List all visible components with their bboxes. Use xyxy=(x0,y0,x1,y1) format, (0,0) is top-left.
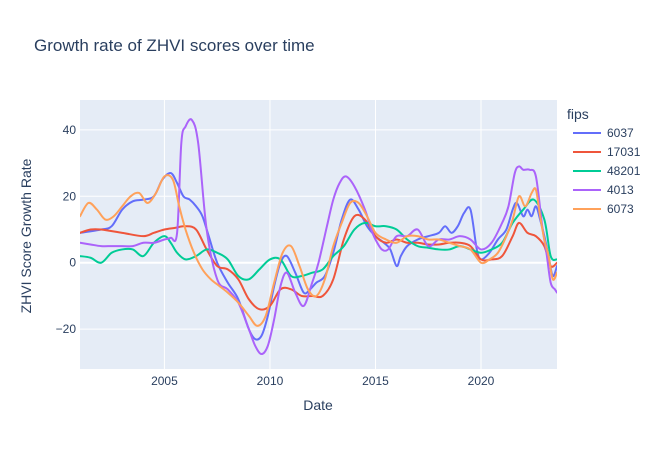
x-tick-label: 2015 xyxy=(362,374,389,388)
series-line-17031[interactable] xyxy=(80,213,557,311)
legend-item-48201[interactable]: 48201 xyxy=(573,164,641,178)
legend[interactable]: fips 6037 17031 48201 4013 6073 xyxy=(567,106,641,216)
legend-item-6037[interactable]: 6037 xyxy=(573,126,634,140)
chart-title: Growth rate of ZHVI scores over time xyxy=(34,36,315,55)
y-tick-label: 20 xyxy=(63,189,77,203)
legend-label: 17031 xyxy=(607,145,641,159)
series-line-6037[interactable] xyxy=(80,172,557,341)
legend-label: 48201 xyxy=(607,164,641,178)
series-line-6073[interactable] xyxy=(80,174,557,327)
legend-item-17031[interactable]: 17031 xyxy=(573,145,641,159)
series-line-4013[interactable] xyxy=(80,118,557,356)
x-tick-label: 2020 xyxy=(468,374,495,388)
y-tick-label: −20 xyxy=(56,322,77,336)
legend-label: 6037 xyxy=(607,126,634,140)
y-tick-label: 40 xyxy=(63,123,77,137)
legend-label: 4013 xyxy=(607,183,634,197)
axis-ticks: 2005 2010 2015 2020 −20 0 20 40 xyxy=(56,123,495,388)
legend-label: 6073 xyxy=(607,202,634,216)
legend-item-4013[interactable]: 4013 xyxy=(573,183,634,197)
x-axis-title: Date xyxy=(303,397,333,413)
x-tick-label: 2010 xyxy=(257,374,284,388)
plot-area[interactable] xyxy=(80,100,557,369)
series-lines xyxy=(80,118,557,356)
y-axis-title: ZHVI Score Growth Rate xyxy=(18,158,34,313)
x-tick-label: 2005 xyxy=(151,374,178,388)
legend-item-6073[interactable]: 6073 xyxy=(573,202,634,216)
legend-title: fips xyxy=(567,106,589,122)
y-tick-label: 0 xyxy=(69,256,76,270)
series-line-48201[interactable] xyxy=(80,198,557,281)
